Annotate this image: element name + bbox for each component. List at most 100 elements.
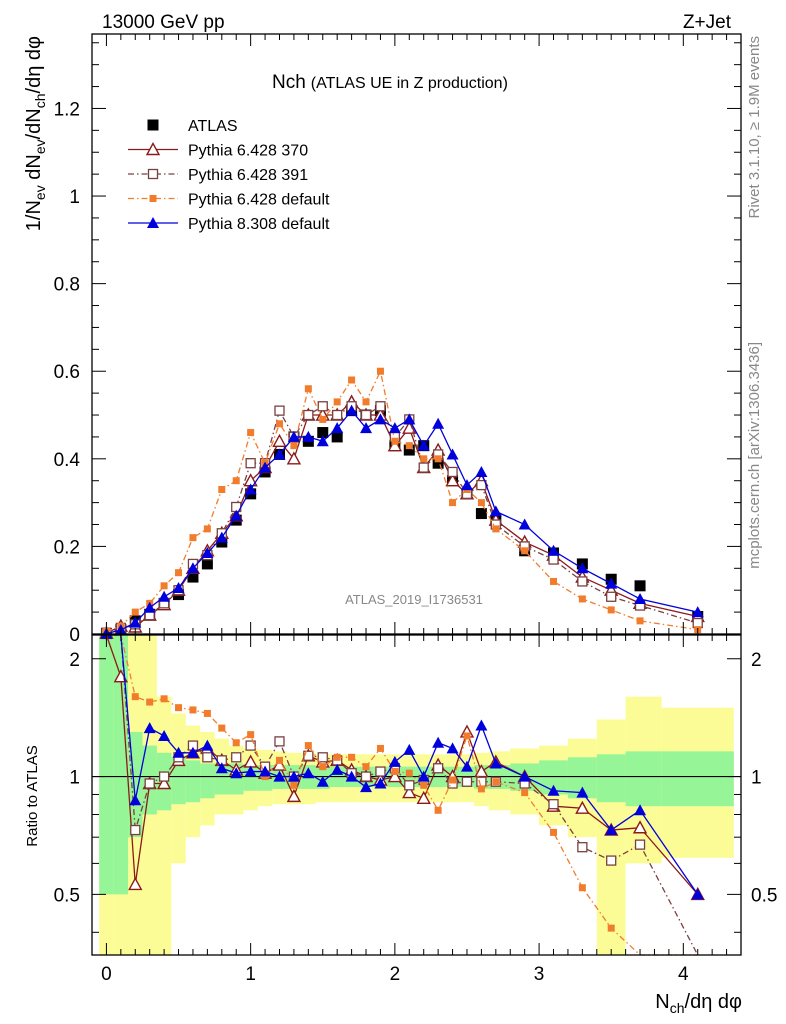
inner-band-bin xyxy=(596,754,626,803)
ratio-point-pythia-8-308-default xyxy=(475,719,488,731)
main-point-pythia-6-428-391 xyxy=(447,466,458,478)
main-point-pythia-6-428-391 xyxy=(245,458,256,469)
ratio-point-pythia-8-308-default xyxy=(576,786,589,798)
main-point-pythia-8-308-default xyxy=(158,590,171,602)
main-point-pythia-8-308-default xyxy=(576,562,589,574)
main-point-pythia-6-428-default xyxy=(578,595,586,603)
main-point-pythia-8-308-default xyxy=(129,616,142,628)
main-y-tick-label: 0.8 xyxy=(54,275,80,296)
main-point-pythia-8-308-default xyxy=(244,483,257,495)
main-point-pythia-8-308-default xyxy=(460,479,473,491)
main-point-pythia-6-428-default xyxy=(362,398,370,406)
main-point-pythia-8-308-default xyxy=(143,601,156,613)
ratio-point-pythia-6-428-default xyxy=(218,724,226,732)
ratio-point-pythia-6-428-370 xyxy=(387,769,403,783)
ratio-point-pythia-6-428-default xyxy=(146,698,154,706)
main-point-pythia-8-308-default xyxy=(432,417,445,429)
inner-band-bin xyxy=(113,635,129,895)
main-y-tick-label: 0.2 xyxy=(54,537,80,558)
ratio-point-pythia-6-428-default xyxy=(319,763,327,771)
legend-label: Pythia 6.428 370 xyxy=(188,143,308,160)
legend-marker xyxy=(149,195,157,202)
ratio-point-pythia-6-428-default xyxy=(304,742,312,750)
main-y-axis-label: 1/Nev dNev/dNch/dη dφ xyxy=(23,36,48,231)
main-plot-frame xyxy=(91,33,742,635)
ratio-point-pythia-6-428-391 xyxy=(476,776,487,787)
main-point-pythia-6-428-default xyxy=(405,442,413,450)
ratio-line-pythia-6-428-default xyxy=(106,634,698,956)
ratio-point-pythia-8-308-default xyxy=(518,770,531,782)
ratio-point-pythia-8-308-default xyxy=(172,746,185,758)
main-point-pythia-6-428-default xyxy=(492,525,500,533)
legend-label: Pythia 6.428 391 xyxy=(188,167,308,184)
ratio-point-pythia-6-428-370 xyxy=(128,877,143,891)
x-tick-label: 3 xyxy=(534,964,545,985)
main-point-pythia-6-428-370 xyxy=(286,451,302,465)
ratio-point-pythia-8-308-default xyxy=(316,775,329,787)
ratio-point-pythia-6-428-391 xyxy=(360,771,372,782)
ratio-point-pythia-6-428-391 xyxy=(317,752,328,763)
main-point-atlas xyxy=(475,508,487,520)
main-point-pythia-6-428-default xyxy=(391,437,399,445)
ratio-point-pythia-8-308-default xyxy=(230,767,243,779)
main-point-pythia-6-428-391 xyxy=(606,591,617,602)
main-point-pythia-8-308-default xyxy=(489,505,502,517)
rivet-label: Rivet 3.1.10, ≥ 1.9M events xyxy=(746,36,763,219)
ratio-point-pythia-6-428-391 xyxy=(461,776,473,787)
ratio-point-pythia-8-308-default xyxy=(460,760,473,772)
main-point-pythia-8-308-default xyxy=(446,448,459,460)
x-tick-label: 1 xyxy=(245,964,256,985)
ratio-point-pythia-6-428-default xyxy=(275,756,283,764)
main-point-atlas xyxy=(634,580,646,592)
ratio-point-pythia-8-308-default xyxy=(143,722,156,734)
ratio-point-pythia-6-428-391 xyxy=(634,839,646,850)
main-point-pythia-6-428-default xyxy=(376,367,384,375)
ratio-point-pythia-6-428-370 xyxy=(286,788,302,803)
main-point-pythia-8-308-default xyxy=(518,518,531,530)
main-point-pythia-6-428-391 xyxy=(375,401,386,412)
ratio-point-pythia-6-428-default xyxy=(203,709,211,717)
main-point-pythia-6-428-default xyxy=(348,376,356,384)
legend-entry-pythia-6-428-370: Pythia 6.428 370 xyxy=(128,142,308,160)
ratio-point-pythia-6-428-default xyxy=(463,732,471,740)
ratio-line-pythia-6-428-391 xyxy=(106,634,699,956)
main-point-pythia-6-428-391 xyxy=(418,462,429,473)
ratio-point-pythia-6-428-391 xyxy=(404,780,415,791)
main-point-pythia-6-428-default xyxy=(189,534,197,542)
legend-label: Pythia 8.308 default xyxy=(188,216,330,233)
main-point-pythia-6-428-default xyxy=(319,415,327,423)
ratio-point-pythia-6-428-default xyxy=(492,778,500,786)
ratio-point-pythia-6-428-391 xyxy=(130,824,141,836)
main-point-pythia-6-428-default xyxy=(449,499,457,507)
main-point-pythia-6-428-default xyxy=(607,606,615,614)
ratio-point-pythia-6-428-370 xyxy=(156,776,172,790)
ratio-point-pythia-6-428-default xyxy=(261,773,269,781)
main-point-pythia-8-308-default xyxy=(230,509,243,521)
ratio-point-pythia-8-308-default xyxy=(691,888,704,900)
ratio-point-pythia-8-308-default xyxy=(186,746,199,758)
analysis-watermark: ATLAS_2019_I1736531 xyxy=(345,592,483,607)
x-tick-label: 4 xyxy=(678,964,689,985)
main-y-tick-label: 0.4 xyxy=(54,450,81,471)
main-point-pythia-6-428-default xyxy=(290,442,298,450)
ratio-point-pythia-6-428-default xyxy=(247,731,255,739)
main-point-pythia-6-428-391 xyxy=(360,409,372,421)
ratio-line-pythia-6-428-370 xyxy=(105,634,699,895)
ratio-point-pythia-6-428-default xyxy=(578,884,586,892)
inner-band-bin xyxy=(185,760,201,803)
plot-frames xyxy=(91,33,742,956)
inner-band-bin xyxy=(200,763,215,799)
main-point-pythia-8-308-default xyxy=(634,592,647,604)
x-tick-label: 2 xyxy=(390,964,401,985)
main-point-pythia-8-308-default xyxy=(388,422,401,434)
main-point-atlas xyxy=(201,558,213,570)
ratio-point-pythia-8-308-default xyxy=(374,777,387,789)
legend-entry-pythia-6-428-391: Pythia 6.428 391 xyxy=(128,167,308,184)
inner-band-bin xyxy=(99,635,114,895)
main-line-pythia-6-428-default xyxy=(106,369,698,632)
ratio-point-pythia-6-428-391 xyxy=(245,740,256,751)
main-point-pythia-8-308-default xyxy=(316,435,329,447)
ratio-point-pythia-8-308-default xyxy=(273,770,286,782)
ratio-point-pythia-8-308-default xyxy=(158,729,171,741)
